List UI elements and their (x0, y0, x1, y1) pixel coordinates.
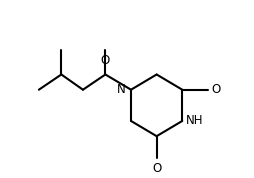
Text: O: O (101, 54, 110, 67)
Text: O: O (152, 162, 161, 175)
Text: N: N (117, 83, 125, 96)
Text: NH: NH (186, 114, 204, 127)
Text: O: O (211, 83, 220, 96)
